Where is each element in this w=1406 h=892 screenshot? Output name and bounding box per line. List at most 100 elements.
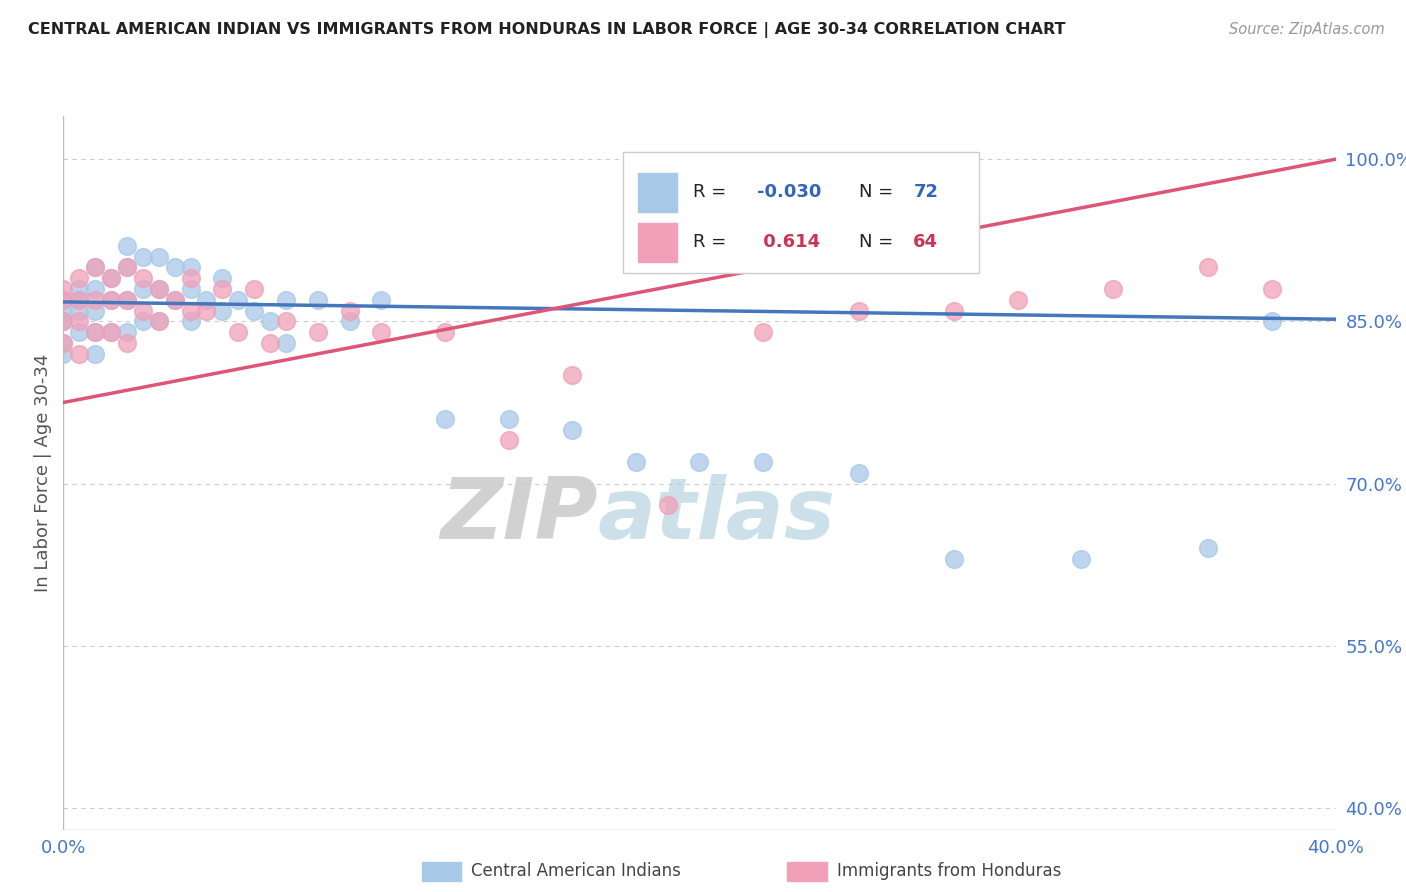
Point: [657, 498, 679, 512]
Point: [84, 347, 107, 361]
Text: 64: 64: [914, 234, 938, 252]
Point: [498, 411, 520, 425]
Point: [274, 293, 297, 307]
Point: [561, 423, 583, 437]
Point: [100, 325, 122, 339]
Point: [848, 466, 870, 480]
Point: [67, 293, 90, 307]
Point: [84, 293, 107, 307]
Point: [52, 336, 75, 351]
Text: 0.614: 0.614: [756, 234, 820, 252]
Point: [195, 303, 218, 318]
Text: R =: R =: [693, 184, 727, 202]
Point: [752, 325, 775, 339]
Point: [84, 303, 107, 318]
Point: [689, 455, 711, 469]
Point: [84, 325, 107, 339]
Point: [132, 250, 155, 264]
Point: [259, 336, 281, 351]
Point: [132, 303, 155, 318]
Text: N =: N =: [859, 234, 893, 252]
Point: [115, 336, 138, 351]
Bar: [638, 173, 676, 212]
Point: [180, 314, 202, 328]
Point: [52, 293, 75, 307]
Point: [100, 293, 122, 307]
Point: [943, 303, 966, 318]
Point: [1007, 293, 1029, 307]
Point: [180, 303, 202, 318]
Text: 72: 72: [914, 184, 938, 202]
Point: [1261, 282, 1284, 296]
Point: [67, 347, 90, 361]
Point: [115, 325, 138, 339]
Point: [848, 303, 870, 318]
Point: [67, 303, 90, 318]
Point: [370, 325, 392, 339]
Point: [307, 325, 329, 339]
Point: [52, 336, 75, 351]
Point: [115, 293, 138, 307]
Point: [52, 282, 75, 296]
Text: Central American Indians: Central American Indians: [471, 863, 681, 880]
Point: [434, 325, 457, 339]
Point: [339, 314, 361, 328]
Point: [115, 260, 138, 275]
Point: [67, 271, 90, 285]
Point: [67, 282, 90, 296]
Text: -0.030: -0.030: [756, 184, 821, 202]
Point: [148, 282, 170, 296]
Point: [115, 238, 138, 252]
Point: [180, 282, 202, 296]
Point: [1198, 541, 1220, 556]
Point: [243, 303, 266, 318]
Point: [52, 314, 75, 328]
Point: [226, 293, 249, 307]
Point: [52, 293, 75, 307]
Text: ZIP: ZIP: [440, 474, 598, 558]
Point: [52, 303, 75, 318]
Point: [132, 282, 155, 296]
Point: [163, 293, 186, 307]
Point: [211, 303, 233, 318]
Point: [163, 293, 186, 307]
Point: [624, 455, 647, 469]
Point: [498, 434, 520, 448]
Point: [180, 271, 202, 285]
Point: [100, 325, 122, 339]
Point: [1261, 314, 1284, 328]
Point: [52, 347, 75, 361]
Point: [943, 552, 966, 566]
Point: [1102, 282, 1125, 296]
Text: CENTRAL AMERICAN INDIAN VS IMMIGRANTS FROM HONDURAS IN LABOR FORCE | AGE 30-34 C: CENTRAL AMERICAN INDIAN VS IMMIGRANTS FR…: [28, 22, 1066, 38]
Point: [100, 271, 122, 285]
Point: [561, 368, 583, 383]
FancyBboxPatch shape: [623, 152, 980, 273]
Point: [163, 260, 186, 275]
Y-axis label: In Labor Force | Age 30-34: In Labor Force | Age 30-34: [34, 353, 52, 592]
Point: [307, 293, 329, 307]
Point: [132, 314, 155, 328]
Point: [211, 282, 233, 296]
Point: [180, 260, 202, 275]
Point: [84, 282, 107, 296]
Point: [67, 314, 90, 328]
Bar: [638, 223, 676, 262]
Text: atlas: atlas: [598, 474, 835, 558]
Point: [195, 293, 218, 307]
Point: [752, 455, 775, 469]
Text: Source: ZipAtlas.com: Source: ZipAtlas.com: [1229, 22, 1385, 37]
Point: [67, 293, 90, 307]
Point: [148, 250, 170, 264]
Point: [84, 325, 107, 339]
Point: [84, 260, 107, 275]
Point: [148, 282, 170, 296]
Point: [211, 271, 233, 285]
Point: [1070, 552, 1092, 566]
Point: [274, 336, 297, 351]
Point: [274, 314, 297, 328]
Point: [1198, 260, 1220, 275]
Point: [226, 325, 249, 339]
Point: [100, 271, 122, 285]
Text: Immigrants from Honduras: Immigrants from Honduras: [837, 863, 1062, 880]
